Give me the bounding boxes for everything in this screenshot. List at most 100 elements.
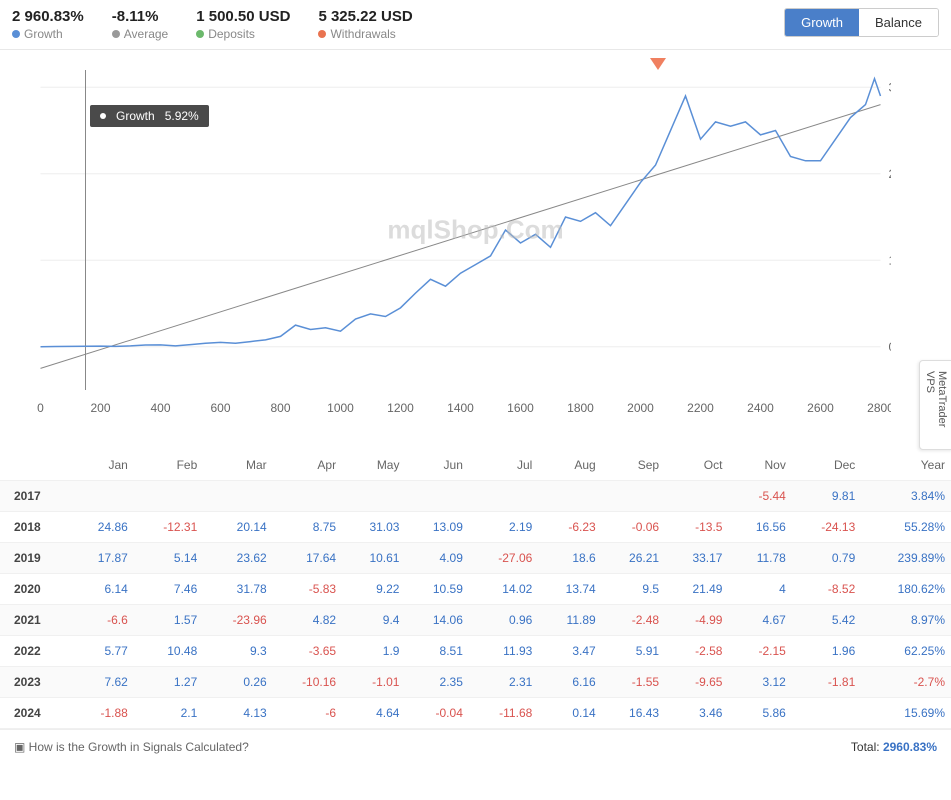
cell: -6.23	[538, 512, 601, 543]
svg-text:0: 0	[37, 401, 44, 415]
cell	[70, 481, 133, 512]
cell: 31.03	[342, 512, 405, 543]
cell: 10.48	[134, 636, 203, 667]
cell: 13.74	[538, 574, 601, 605]
svg-text:2000: 2000	[627, 401, 654, 415]
cell: 26.21	[602, 543, 665, 574]
cell	[602, 481, 665, 512]
returns-table: JanFebMarAprMayJunJulAugSepOctNovDecYear…	[0, 450, 951, 729]
cell: 1.96	[792, 636, 861, 667]
year-cell: 2017	[0, 481, 70, 512]
cell: 4.82	[273, 605, 342, 636]
cell: -24.13	[792, 512, 861, 543]
cell: -5.44	[728, 481, 791, 512]
cell: 4	[728, 574, 791, 605]
cell: 11.78	[728, 543, 791, 574]
svg-text:0%: 0%	[889, 340, 892, 354]
year-cell: 2019	[0, 543, 70, 574]
cell: 10.59	[405, 574, 468, 605]
cell: -13.5	[665, 512, 728, 543]
col-Jun: Jun	[405, 450, 468, 481]
tab-growth[interactable]: Growth	[785, 9, 859, 36]
year-total-cell: 55.28%	[861, 512, 951, 543]
metric-withdrawals: 5 325.22 USD Withdrawals	[318, 8, 412, 41]
cell: 3.47	[538, 636, 601, 667]
growth-dot-icon	[12, 30, 20, 38]
cell: -11.68	[469, 698, 538, 729]
cell: 3.46	[665, 698, 728, 729]
metric-growth: 2 960.83% Growth	[12, 8, 84, 41]
footer-total: Total: 2960.83%	[851, 740, 937, 754]
footer-link-text: How is the Growth in Signals Calculated?	[29, 740, 249, 754]
svg-text:2600: 2600	[807, 401, 834, 415]
cell: 9.5	[602, 574, 665, 605]
metric-value: 2 960.83%	[12, 8, 84, 25]
table-row: 20206.147.4631.78-5.839.2210.5914.0213.7…	[0, 574, 951, 605]
cell: -6.6	[70, 605, 133, 636]
side-tab-vps[interactable]: MetaTrader VPS	[919, 360, 951, 450]
svg-text:600: 600	[210, 401, 230, 415]
year-total-cell: 62.25%	[861, 636, 951, 667]
year-total-cell: 180.62%	[861, 574, 951, 605]
tab-balance[interactable]: Balance	[859, 9, 938, 36]
cell: 9.4	[342, 605, 405, 636]
cell: 11.89	[538, 605, 601, 636]
cell: 1.27	[134, 667, 203, 698]
cell: 1.57	[134, 605, 203, 636]
svg-text:800: 800	[270, 401, 290, 415]
cell: 7.46	[134, 574, 203, 605]
cell: 5.91	[602, 636, 665, 667]
year-total-cell: 8.97%	[861, 605, 951, 636]
year-total-cell: -2.7%	[861, 667, 951, 698]
cell: -1.55	[602, 667, 665, 698]
cell: -8.52	[792, 574, 861, 605]
cell: 14.02	[469, 574, 538, 605]
cell	[792, 698, 861, 729]
cell: 21.49	[665, 574, 728, 605]
cell: 17.64	[273, 543, 342, 574]
svg-text:2800: 2800	[867, 401, 891, 415]
cell: -1.01	[342, 667, 405, 698]
view-toggle: Growth Balance	[784, 8, 939, 37]
table-row: 2024-1.882.14.13-64.64-0.04-11.680.1416.…	[0, 698, 951, 729]
metric-label: Withdrawals	[330, 27, 395, 41]
cell: -0.04	[405, 698, 468, 729]
cell: 5.77	[70, 636, 133, 667]
metric-deposits: 1 500.50 USD Deposits	[196, 8, 290, 41]
cell: 3.12	[728, 667, 791, 698]
total-value: 2960.83%	[883, 740, 937, 754]
metric-average: -8.11% Average	[112, 8, 168, 41]
svg-text:1000: 1000	[327, 401, 354, 415]
cell: 11.93	[469, 636, 538, 667]
footer-bar: ▣ How is the Growth in Signals Calculate…	[0, 729, 951, 764]
cell: 23.62	[203, 543, 272, 574]
svg-text:3000%: 3000%	[889, 80, 892, 94]
cell: 5.86	[728, 698, 791, 729]
cell: 6.14	[70, 574, 133, 605]
cell: -10.16	[273, 667, 342, 698]
metric-label: Average	[124, 27, 168, 41]
cell: 17.87	[70, 543, 133, 574]
cell: 2.19	[469, 512, 538, 543]
cell: 20.14	[203, 512, 272, 543]
footer-help-link[interactable]: ▣ How is the Growth in Signals Calculate…	[14, 740, 249, 754]
year-cell: 2024	[0, 698, 70, 729]
cell	[665, 481, 728, 512]
cell: -2.58	[665, 636, 728, 667]
table-row: 20237.621.270.26-10.16-1.012.352.316.16-…	[0, 667, 951, 698]
cell: 9.81	[792, 481, 861, 512]
col-Nov: Nov	[728, 450, 791, 481]
marker-triangle-icon	[650, 58, 666, 70]
table-row: 201824.86-12.3120.148.7531.0313.092.19-6…	[0, 512, 951, 543]
cell: -1.88	[70, 698, 133, 729]
cell: 4.09	[405, 543, 468, 574]
year-cell: 2018	[0, 512, 70, 543]
chart-area[interactable]: mqlShop.Com Growth 5.92% 0%1000%2000%300…	[0, 50, 951, 450]
cell: 0.14	[538, 698, 601, 729]
table-row: 20225.7710.489.3-3.651.98.5111.933.475.9…	[0, 636, 951, 667]
svg-text:1600: 1600	[507, 401, 534, 415]
deposits-dot-icon	[196, 30, 204, 38]
tooltip-dot-icon	[100, 113, 106, 119]
cell: -6	[273, 698, 342, 729]
cell	[405, 481, 468, 512]
